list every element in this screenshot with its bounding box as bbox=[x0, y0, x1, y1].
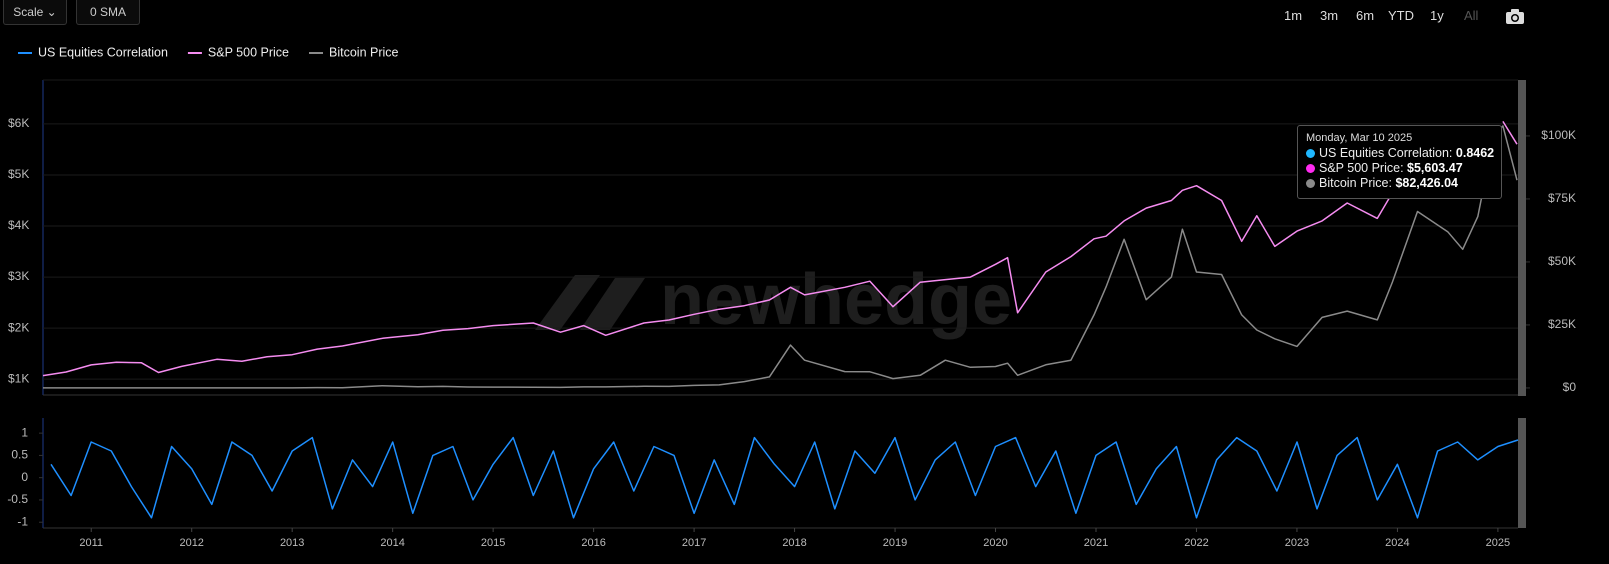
tooltip-value: 0.8462 bbox=[1455, 146, 1495, 160]
x-tick-label: 2015 bbox=[481, 537, 505, 549]
y-tick-label: $2K bbox=[8, 320, 29, 334]
tooltip-dot bbox=[1306, 179, 1315, 188]
y-tick-label: $4K bbox=[8, 218, 29, 232]
series-line bbox=[50, 436, 1519, 519]
x-tick-label: 2013 bbox=[280, 537, 304, 549]
scrollbar bbox=[1518, 418, 1526, 528]
range-button[interactable]: All bbox=[1464, 8, 1479, 23]
x-tick-label: 2023 bbox=[1285, 537, 1309, 549]
x-tick-label: 2019 bbox=[883, 537, 907, 549]
y2-tick-label: $0 bbox=[1563, 380, 1577, 394]
range-button[interactable]: 1y bbox=[1430, 8, 1444, 23]
sma-button[interactable]: 0 SMA bbox=[76, 0, 140, 25]
tooltip: Monday, Mar 10 2025 US Equities Correlat… bbox=[1297, 125, 1502, 199]
legend-label: Bitcoin Price bbox=[329, 45, 399, 59]
scale-label: Scale bbox=[13, 5, 44, 19]
y-tick-label: 1 bbox=[21, 425, 28, 439]
tooltip-dot bbox=[1306, 149, 1315, 158]
y-tick-label: -0.5 bbox=[7, 492, 28, 506]
x-tick-label: 2016 bbox=[581, 537, 605, 549]
tooltip-dot bbox=[1306, 164, 1315, 173]
y-tick-label: $3K bbox=[8, 269, 29, 283]
y2-tick-label: $100K bbox=[1541, 128, 1576, 142]
x-tick-label: 2022 bbox=[1184, 537, 1208, 549]
scale-button[interactable]: Scale ⌄ bbox=[3, 0, 67, 25]
camera-icon[interactable] bbox=[1505, 8, 1525, 25]
x-tick-label: 2012 bbox=[179, 537, 203, 549]
y-tick-label: $5K bbox=[8, 167, 29, 181]
x-tick-label: 2014 bbox=[380, 537, 404, 549]
y-tick-label: -1 bbox=[17, 514, 28, 528]
tooltip-value: $5,603.47 bbox=[1407, 161, 1463, 175]
tooltip-date: Monday, Mar 10 2025 bbox=[1306, 132, 1413, 144]
range-button[interactable]: 3m bbox=[1320, 8, 1339, 23]
scrollbar bbox=[1518, 80, 1526, 396]
tooltip-label: Bitcoin Price: bbox=[1319, 176, 1392, 190]
x-tick-label: 2020 bbox=[983, 537, 1007, 549]
tooltip-row: US Equities Correlation: 0.8462 bbox=[1306, 146, 1494, 160]
legend-label: US Equities Correlation bbox=[38, 45, 168, 59]
tooltip-row: S&P 500 Price: $5,603.47 bbox=[1306, 161, 1463, 175]
y-tick-label: 0 bbox=[21, 470, 28, 484]
tooltip-row: Bitcoin Price: $82,426.04 bbox=[1306, 176, 1458, 190]
range-button[interactable]: 6m bbox=[1356, 8, 1375, 23]
range-button[interactable]: YTD bbox=[1388, 8, 1414, 23]
x-tick-label: 2024 bbox=[1385, 537, 1409, 549]
tooltip-value: $82,426.04 bbox=[1395, 176, 1458, 190]
series-line bbox=[42, 121, 1518, 377]
x-tick-label: 2021 bbox=[1084, 537, 1108, 549]
watermark-text: newhedge bbox=[660, 260, 1012, 340]
range-button[interactable]: 1m bbox=[1284, 8, 1303, 23]
series-line bbox=[43, 125, 1518, 389]
x-tick-label: 2025 bbox=[1486, 537, 1510, 549]
y-tick-label: 0.5 bbox=[11, 448, 28, 462]
watermark: newhedge bbox=[535, 260, 1012, 340]
y-tick-label: $6K bbox=[8, 116, 29, 130]
y2-tick-label: $25K bbox=[1548, 317, 1576, 331]
y-tick-label: $1K bbox=[8, 371, 29, 385]
y2-tick-label: $50K bbox=[1548, 254, 1576, 268]
legend-label: S&P 500 Price bbox=[208, 45, 289, 59]
tooltip-label: US Equities Correlation: bbox=[1319, 146, 1453, 160]
x-tick-label: 2011 bbox=[79, 537, 103, 549]
tooltip-label: S&P 500 Price: bbox=[1319, 161, 1404, 175]
x-tick-label: 2018 bbox=[782, 537, 806, 549]
x-tick-label: 2017 bbox=[682, 537, 706, 549]
y2-tick-label: $75K bbox=[1548, 191, 1576, 205]
